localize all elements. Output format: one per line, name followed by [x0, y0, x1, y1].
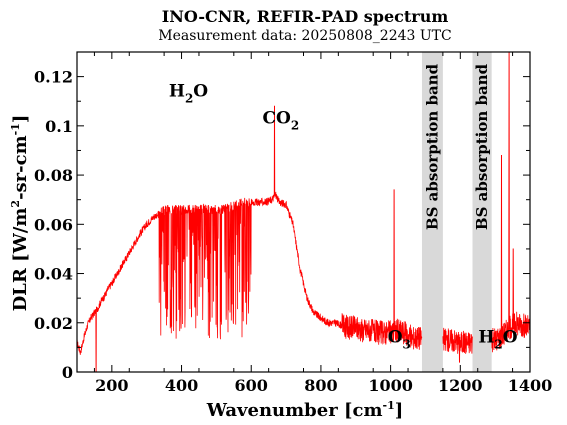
absorption-bands: BS absorption band BS absorption band [421, 52, 492, 372]
absorption-band-label: BS absorption band [423, 63, 441, 230]
chart-title: INO-CNR, REFIR-PAD spectrum [162, 7, 449, 26]
spectrum-line [76, 51, 531, 373]
y-tick-label: 0.04 [34, 265, 73, 284]
annotation-h2o: H2O [478, 327, 517, 351]
chart-subtitle: Measurement data: 20250808_2243 UTC [158, 28, 451, 44]
x-tick-label: 800 [304, 376, 337, 395]
y-tick-label: 0.12 [34, 68, 73, 87]
absorption-band-2 [472, 52, 492, 372]
annotation-h2o: H2O [169, 81, 208, 105]
x-tick-label: 1200 [438, 376, 483, 395]
x-tick-label: 600 [235, 376, 268, 395]
y-tick-label: 0.02 [34, 314, 73, 333]
species-annotations: H2O CO2 O3 H2O [169, 81, 518, 351]
y-axis-label: DLR [W/m2-sr-cm-1] [9, 115, 31, 312]
spectrum-series [76, 51, 531, 373]
absorption-band-label: BS absorption band [473, 63, 491, 230]
plot-frame [76, 51, 531, 373]
x-axis-label: Wavenumber [cm-1] [206, 399, 404, 421]
y-tick-label: 0.06 [34, 215, 73, 234]
y-tick-label: 0.08 [34, 166, 73, 185]
y-tick-label: 0.1 [45, 117, 73, 136]
axis-ticks: 200 400 600 800 1000 1200 1400 0 0.02 0.04 0.06 0.0… [34, 52, 552, 395]
x-tick-label: 1000 [368, 376, 413, 395]
y-tick-label: 0 [62, 363, 73, 382]
x-tick-label: 400 [165, 376, 198, 395]
annotation-o3: O3 [388, 327, 411, 351]
x-tick-label: 1400 [508, 376, 553, 395]
absorption-band-1 [421, 52, 443, 372]
annotation-co2: CO2 [262, 108, 299, 132]
x-tick-label: 200 [95, 376, 128, 395]
